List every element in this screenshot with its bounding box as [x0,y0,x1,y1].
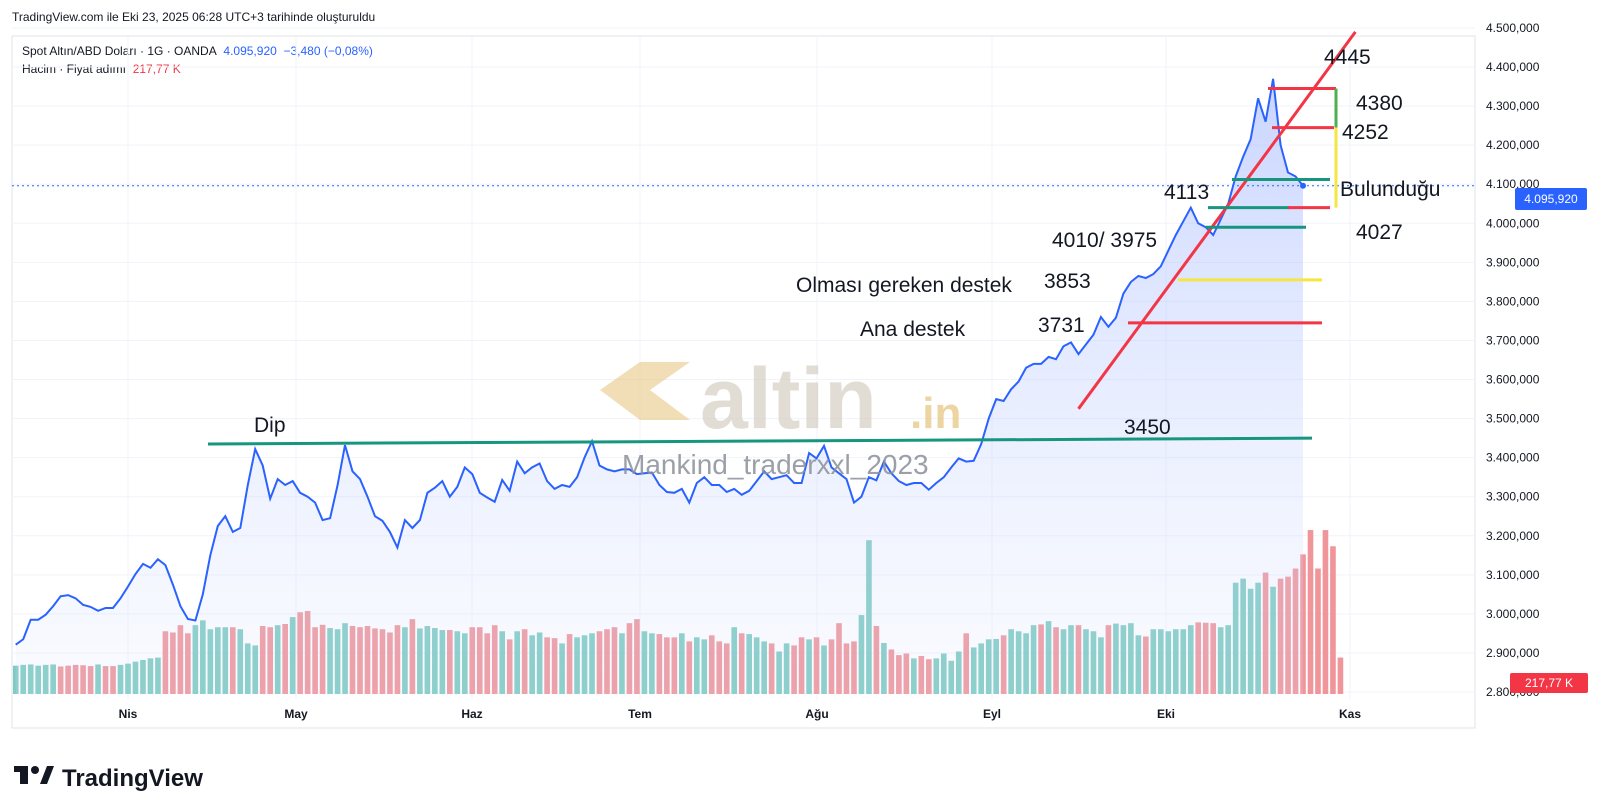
x-tick-label: Eyl [983,707,1001,721]
y-tick-label: 4.100,000 [1486,177,1540,191]
x-tick-label: Kas [1339,707,1361,721]
y-tick-label: 3.000,000 [1486,607,1540,621]
y-tick-label: 3.200,000 [1486,529,1540,543]
y-tick-label: 3.900,000 [1486,255,1540,269]
y-tick-label: 3.500,000 [1486,412,1540,426]
volume-bar [1300,554,1306,694]
watermark-author: Mankind_traderxxl_2023 [622,449,929,480]
label-4252: 4252 [1342,121,1389,144]
label-3853: 3853 [1044,270,1091,293]
price-area [15,78,1304,695]
last-price: 4.095,920 [223,44,277,58]
label-4445: 4445 [1324,46,1371,69]
label-3731: 3731 [1038,314,1085,337]
x-tick-label: Ağu [805,707,828,721]
volume-bar [1307,530,1314,694]
label-bulundugu: Bulunduğu [1340,178,1440,201]
x-tick-label: Haz [461,707,482,721]
volume-bar [1315,568,1321,694]
y-tick-label: 3.700,000 [1486,333,1540,347]
watermark-logo-suffix: .in [910,389,961,438]
volume-label[interactable]: Hacim · Fiyat adımı [22,62,127,76]
tradingview-logo-icon [14,764,54,793]
y-tick-label: 4.300,000 [1486,99,1540,113]
volume-axis-label: 217,77 K [1510,673,1588,693]
label-3450: 3450 [1124,416,1171,439]
label-4010-3975: 4010/ 3975 [1052,229,1157,252]
y-tick-label: 3.100,000 [1486,568,1540,582]
y-tick-label: 3.300,000 [1486,490,1540,504]
y-tick-label: 4.400,000 [1486,60,1540,74]
label-dip: Dip [254,414,286,437]
chart-legend: Spot Altın/ABD Doları · 1G · OANDA 4.095… [22,42,373,78]
price-line[interactable] [15,78,1304,646]
label-4380: 4380 [1356,92,1403,115]
watermark-logo: altin [700,351,877,447]
volume-value: 217,77 K [132,62,181,76]
label-olmasi-gereken-destek: Olması gereken destek [796,274,1012,297]
brand-name: TradingView [62,764,203,792]
plot-frame [11,35,1476,729]
symbol-name[interactable]: Spot Altın/ABD Doları · 1G · OANDA [22,44,217,58]
volume-row: Hacim · Fiyat adımı 217,77 K [22,60,373,78]
tradingview-brand[interactable]: TradingView [14,764,203,793]
label-4027: 4027 [1356,221,1403,244]
volume-bar [1322,530,1329,694]
label-ana-destek: Ana destek [860,318,966,341]
price-axis-label: 4.095,920 [1515,188,1587,210]
y-tick-label: 4.000,000 [1486,216,1540,230]
label-4113: 4113 [1164,181,1209,204]
y-tick-label: 4.500,000 [1486,21,1540,35]
x-tick-label: Tem [628,707,652,721]
trend-line[interactable] [1077,31,1357,410]
y-tick-label: 2.900,000 [1486,646,1540,660]
y-tick-label: 3.600,000 [1486,373,1540,387]
y-tick-label: 3.800,000 [1486,294,1540,308]
y-tick-label: 4.200,000 [1486,138,1540,152]
symbol-row: Spot Altın/ABD Doları · 1G · OANDA 4.095… [22,42,373,60]
volume-bar [1337,657,1344,694]
y-tick-label: 3.400,000 [1486,451,1540,465]
attribution-text: TradingView.com ile Eki 23, 2025 06:28 U… [12,10,376,24]
price-change: −3,480 (−0,08%) [283,44,373,58]
x-tick-label: May [284,707,308,721]
watermark-logo-icon [600,362,690,420]
volume-bar [1330,546,1336,694]
support-line-3450[interactable] [207,436,1313,446]
x-tick-label: Nis [119,707,138,721]
x-tick-label: Eki [1157,707,1175,721]
